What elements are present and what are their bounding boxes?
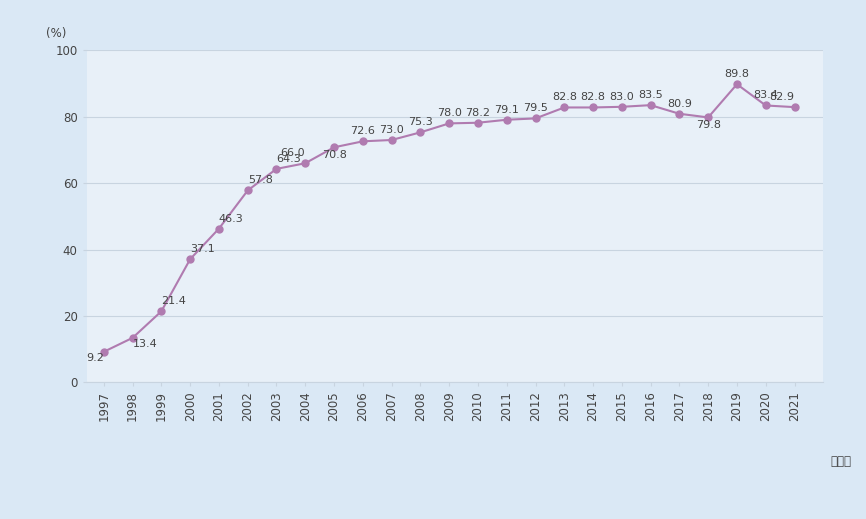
Text: 82.8: 82.8 [580,92,605,102]
Text: 64.3: 64.3 [276,154,301,164]
Text: 75.3: 75.3 [408,117,433,127]
Text: 57.8: 57.8 [248,175,273,185]
Text: 9.2: 9.2 [86,353,104,363]
Text: 70.8: 70.8 [321,150,346,160]
Text: （年）: （年） [830,455,851,468]
Text: 73.0: 73.0 [379,125,404,135]
Text: 89.8: 89.8 [725,69,749,79]
Text: 79.1: 79.1 [494,105,519,115]
Text: 83.5: 83.5 [638,90,663,100]
Text: 37.1: 37.1 [191,244,215,254]
Text: 13.4: 13.4 [132,339,158,349]
Text: 79.5: 79.5 [523,103,548,114]
Text: 21.4: 21.4 [161,296,186,306]
Text: 78.2: 78.2 [465,108,490,118]
Text: 80.9: 80.9 [667,99,692,109]
Text: 66.0: 66.0 [281,148,306,158]
Text: 79.8: 79.8 [695,120,721,130]
Text: 82.8: 82.8 [552,92,577,102]
Text: 46.3: 46.3 [219,214,243,224]
Text: 72.6: 72.6 [351,126,375,136]
Text: 78.0: 78.0 [436,108,462,118]
Text: 83.4: 83.4 [753,90,779,101]
Text: 82.9: 82.9 [770,92,794,102]
Text: 83.0: 83.0 [610,92,634,102]
Text: (%): (%) [46,28,67,40]
